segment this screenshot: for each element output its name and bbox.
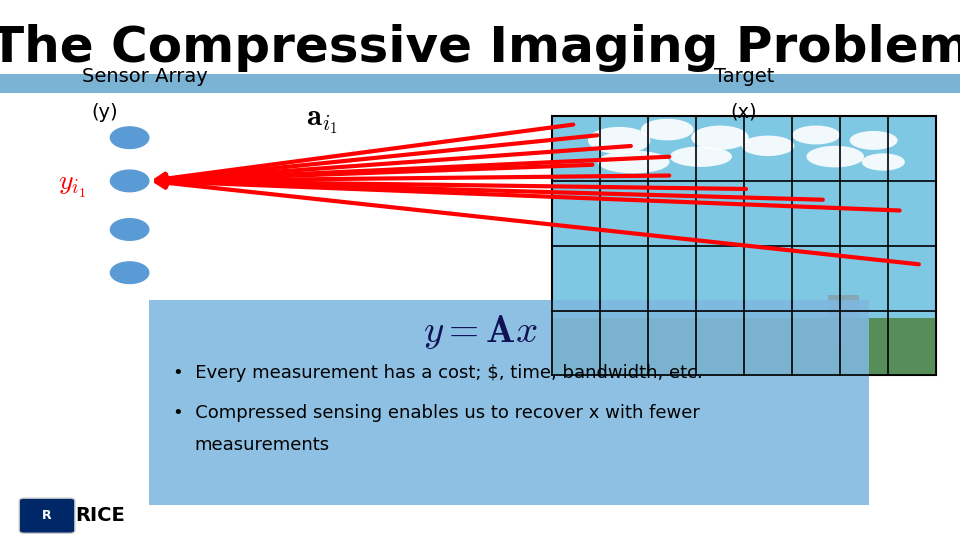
- Bar: [0, 74, 960, 93]
- Bar: [552, 116, 936, 375]
- Circle shape: [110, 219, 149, 240]
- Ellipse shape: [741, 136, 795, 156]
- Ellipse shape: [669, 146, 732, 167]
- Text: •  Every measurement has a cost; $, time, bandwidth, etc.: • Every measurement has a cost; $, time,…: [173, 363, 703, 382]
- Text: (x): (x): [731, 103, 757, 122]
- Ellipse shape: [862, 153, 904, 171]
- Circle shape: [110, 170, 149, 192]
- Ellipse shape: [588, 127, 651, 154]
- Bar: [828, 295, 859, 347]
- Text: $y_{i_1}$: $y_{i_1}$: [58, 172, 86, 200]
- Bar: [552, 318, 936, 375]
- Ellipse shape: [597, 151, 670, 173]
- Ellipse shape: [792, 126, 840, 144]
- Text: Target: Target: [714, 68, 774, 86]
- Text: (y): (y): [91, 103, 118, 122]
- Text: •  Compressed sensing enables us to recover x with fewer: • Compressed sensing enables us to recov…: [173, 404, 700, 422]
- Text: R: R: [42, 509, 52, 522]
- Ellipse shape: [691, 126, 749, 150]
- Bar: [149, 300, 869, 505]
- Text: measurements: measurements: [194, 436, 329, 455]
- Text: $\mathbf{a}_{i_1}$: $\mathbf{a}_{i_1}$: [305, 107, 338, 136]
- Ellipse shape: [641, 119, 693, 140]
- Ellipse shape: [806, 146, 864, 167]
- Circle shape: [110, 127, 149, 148]
- FancyBboxPatch shape: [19, 498, 75, 534]
- Text: Sensor Array: Sensor Array: [82, 68, 207, 86]
- Text: $y = \mathbf{A}x$: $y = \mathbf{A}x$: [422, 313, 538, 351]
- Text: RICE: RICE: [75, 506, 125, 525]
- Text: The Compressive Imaging Problem: The Compressive Imaging Problem: [0, 24, 960, 72]
- Circle shape: [110, 262, 149, 284]
- Ellipse shape: [850, 131, 898, 150]
